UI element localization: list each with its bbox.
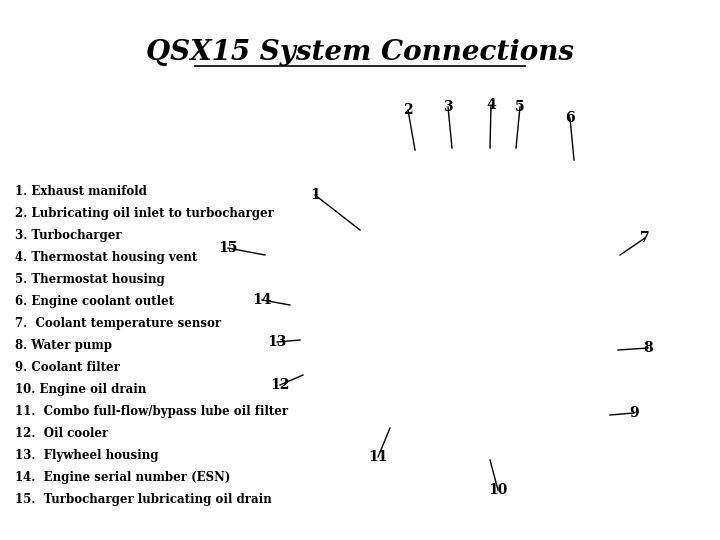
Text: 6: 6 [565,111,575,125]
Text: 13: 13 [267,335,287,349]
Text: 10. Engine oil drain: 10. Engine oil drain [15,383,146,396]
Text: 5: 5 [516,100,525,114]
Text: 2. Lubricating oil inlet to turbocharger: 2. Lubricating oil inlet to turbocharger [15,207,274,220]
Text: 1. Exhaust manifold: 1. Exhaust manifold [15,185,147,198]
Text: 8. Water pump: 8. Water pump [15,339,112,352]
Text: 5. Thermostat housing: 5. Thermostat housing [15,273,165,286]
Text: 15: 15 [218,241,238,255]
Text: 9. Coolant filter: 9. Coolant filter [15,361,120,374]
Text: 4: 4 [486,98,496,112]
Text: 11: 11 [368,450,388,464]
Text: 10: 10 [488,483,508,497]
Text: QSX15 System Connections: QSX15 System Connections [146,38,574,65]
Text: 8: 8 [643,341,653,355]
Text: 14.  Engine serial number (ESN): 14. Engine serial number (ESN) [15,471,230,484]
Text: 14: 14 [252,293,271,307]
Text: 13.  Flywheel housing: 13. Flywheel housing [15,449,158,462]
Text: 12.  Oil cooler: 12. Oil cooler [15,427,108,440]
Text: 3. Turbocharger: 3. Turbocharger [15,229,122,242]
Text: 3: 3 [444,100,453,114]
Text: 2: 2 [403,103,413,117]
Text: 9: 9 [629,406,639,420]
Text: 7.  Coolant temperature sensor: 7. Coolant temperature sensor [15,317,221,330]
Text: 4. Thermostat housing vent: 4. Thermostat housing vent [15,251,197,264]
Text: 15.  Turbocharger lubricating oil drain: 15. Turbocharger lubricating oil drain [15,493,271,506]
Text: 11.  Combo full-flow/bypass lube oil filter: 11. Combo full-flow/bypass lube oil filt… [15,405,288,418]
Text: 6. Engine coolant outlet: 6. Engine coolant outlet [15,295,174,308]
Text: 1: 1 [310,188,320,202]
Text: 12: 12 [270,378,289,392]
Text: 7: 7 [640,231,650,245]
